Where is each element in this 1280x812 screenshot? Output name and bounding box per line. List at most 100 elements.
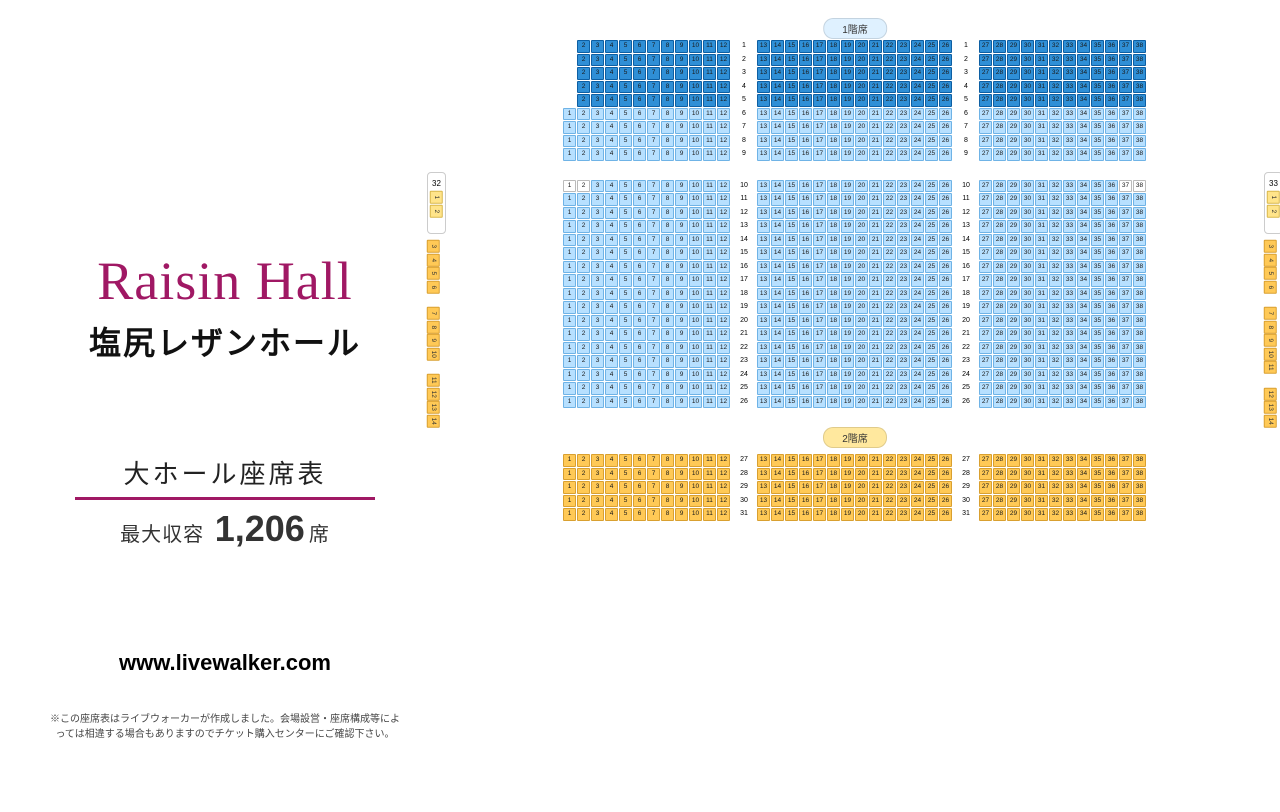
seat: 1 xyxy=(563,193,576,206)
seat: 30 xyxy=(1021,135,1034,148)
seat: 3 xyxy=(591,180,604,193)
seat: 18 xyxy=(827,355,840,368)
seat: 33 xyxy=(1063,274,1076,287)
seat: 32 xyxy=(1049,328,1062,341)
seat-row: 1234567891011121213141516171819202122232… xyxy=(445,207,1265,220)
box-seat: 12 xyxy=(427,387,440,400)
seat: 6 xyxy=(633,220,646,233)
seat: 32 xyxy=(1049,193,1062,206)
seat: 2 xyxy=(577,342,590,355)
seat: 4 xyxy=(605,301,618,314)
seat-row: 1234567891011122613141516171819202122232… xyxy=(445,396,1265,409)
seat: 31 xyxy=(1035,135,1048,148)
seat: 34 xyxy=(1077,369,1090,382)
seat: 19 xyxy=(841,495,854,508)
seat: 8 xyxy=(661,121,674,134)
box-seat: 13 xyxy=(427,401,440,414)
seat: 16 xyxy=(799,301,812,314)
seat: 5 xyxy=(619,180,632,193)
seat: 36 xyxy=(1105,121,1118,134)
seat: 15 xyxy=(785,342,798,355)
seat: 27 xyxy=(979,382,992,395)
seat: 34 xyxy=(1077,274,1090,287)
seat: 13 xyxy=(757,67,770,80)
seat: 1 xyxy=(563,148,576,161)
seat: 36 xyxy=(1105,180,1118,193)
seat: 2 xyxy=(577,54,590,67)
seat: 11 xyxy=(703,481,716,494)
seat: 26 xyxy=(939,481,952,494)
seat: 22 xyxy=(883,94,896,107)
seat: 15 xyxy=(785,454,798,467)
seat: 20 xyxy=(855,135,868,148)
seat: 21 xyxy=(869,81,882,94)
seat: 14 xyxy=(771,495,784,508)
seat: 6 xyxy=(633,328,646,341)
seat: 27 xyxy=(979,369,992,382)
seat: 35 xyxy=(1091,81,1104,94)
seat: 18 xyxy=(827,67,840,80)
seat: 23 xyxy=(897,342,910,355)
seat: 12 xyxy=(717,121,730,134)
seating-chart: 1階席 234567891011121131415161718192021222… xyxy=(445,22,1265,522)
seat: 19 xyxy=(841,54,854,67)
seat: 17 xyxy=(813,220,826,233)
seat: 5 xyxy=(619,193,632,206)
seat: 2 xyxy=(577,148,590,161)
seat: 19 xyxy=(841,121,854,134)
seat: 1 xyxy=(563,108,576,121)
seat: 34 xyxy=(1077,342,1090,355)
seat: 3 xyxy=(591,261,604,274)
seat: 3 xyxy=(591,301,604,314)
seat: 11 xyxy=(703,288,716,301)
seat: 27 xyxy=(979,396,992,409)
seat: 12 xyxy=(717,193,730,206)
seat: 23 xyxy=(897,508,910,521)
seat: 5 xyxy=(619,234,632,247)
seat: 20 xyxy=(855,369,868,382)
seat: 1 xyxy=(563,301,576,314)
seat: 12 xyxy=(717,454,730,467)
seat: 26 xyxy=(939,247,952,260)
seat: 28 xyxy=(993,180,1006,193)
seat: 5 xyxy=(619,220,632,233)
seat: 19 xyxy=(841,328,854,341)
seat: 8 xyxy=(661,396,674,409)
seat: 5 xyxy=(619,207,632,220)
seat: 29 xyxy=(1007,220,1020,233)
seat: 35 xyxy=(1091,481,1104,494)
seat: 12 xyxy=(717,247,730,260)
seat: 17 xyxy=(813,369,826,382)
seat: 28 xyxy=(993,54,1006,67)
seat: 15 xyxy=(785,396,798,409)
seat: 9 xyxy=(675,148,688,161)
seat: 12 xyxy=(717,342,730,355)
row-number: 21 xyxy=(737,328,751,341)
seat: 3 xyxy=(591,193,604,206)
seat: 30 xyxy=(1021,54,1034,67)
seat: 26 xyxy=(939,288,952,301)
seat: 36 xyxy=(1105,328,1118,341)
seat: 29 xyxy=(1007,315,1020,328)
seat: 36 xyxy=(1105,454,1118,467)
seat: 10 xyxy=(689,454,702,467)
seat: 23 xyxy=(897,396,910,409)
seat: 21 xyxy=(869,94,882,107)
seat: 8 xyxy=(661,40,674,53)
seat: 20 xyxy=(855,261,868,274)
seat: 27 xyxy=(979,234,992,247)
seat: 21 xyxy=(869,108,882,121)
seat-row: 1234567891011123013141516171819202122232… xyxy=(445,495,1265,508)
seat: 10 xyxy=(689,108,702,121)
seat: 37 xyxy=(1119,234,1132,247)
seat: 8 xyxy=(661,247,674,260)
seat: 25 xyxy=(925,67,938,80)
seat: 18 xyxy=(827,369,840,382)
seat: 25 xyxy=(925,342,938,355)
seat: 7 xyxy=(647,288,660,301)
row-number: 11 xyxy=(959,193,973,206)
seat: 27 xyxy=(979,54,992,67)
seat: 35 xyxy=(1091,121,1104,134)
seat: 29 xyxy=(1007,342,1020,355)
seat: 32 xyxy=(1049,234,1062,247)
